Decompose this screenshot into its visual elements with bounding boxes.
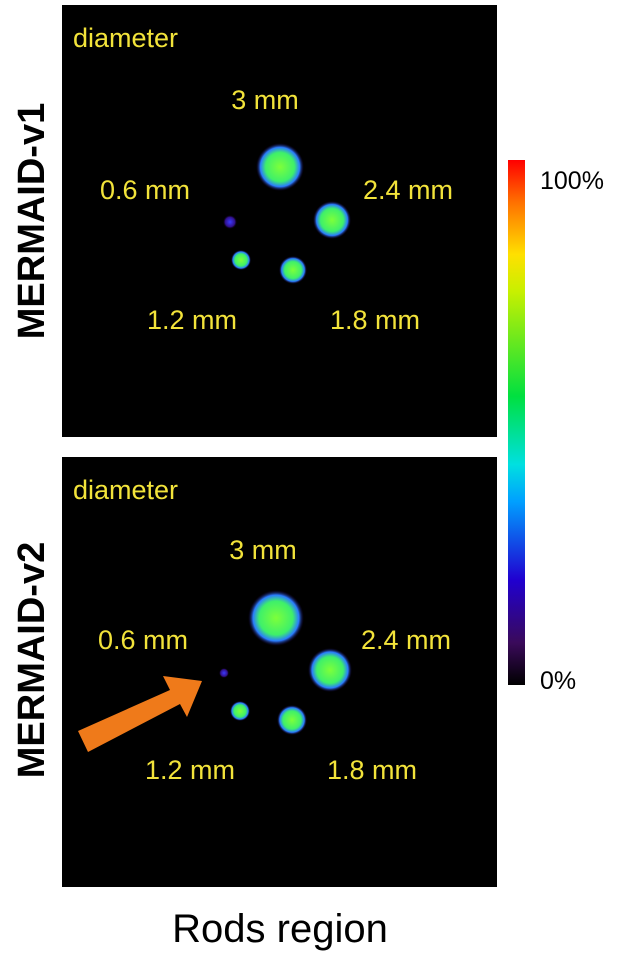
panel-title: diameter [73, 23, 178, 53]
rod [256, 143, 304, 191]
rod-label: 3 mm [229, 535, 297, 565]
image-background [62, 457, 497, 887]
colorbar-min-label: 0% [540, 667, 576, 695]
rod-label: 2.4 mm [361, 625, 451, 655]
rod [277, 705, 307, 735]
panel: diameter 3 mm 0.6 mm 2.4 mm 1.2 mm 1.8 m… [11, 457, 497, 887]
rod-label: 1.8 mm [330, 305, 420, 335]
rod-label: 1.2 mm [145, 755, 235, 785]
panel: diameter 3 mm 0.6 mm 2.4 mm 1.2 mm 1.8 m… [11, 5, 497, 437]
rod [219, 668, 229, 678]
rod [313, 201, 351, 239]
rod [308, 648, 352, 692]
rod [231, 250, 251, 270]
rod-label: 0.6 mm [98, 625, 188, 655]
panel-label: MERMAID-v2 [11, 542, 53, 778]
image-background [62, 5, 497, 437]
panel-label: MERMAID-v1 [11, 103, 53, 339]
colorbar-max-label: 100% [540, 167, 604, 195]
panel-title: diameter [73, 475, 178, 505]
rod-label: 1.2 mm [147, 305, 237, 335]
figure: diameter 3 mm 0.6 mm 2.4 mm 1.2 mm 1.8 m… [0, 0, 621, 953]
colorbar [508, 160, 525, 685]
rod-label: 0.6 mm [100, 175, 190, 205]
rod-label: 3 mm [231, 85, 299, 115]
rod [223, 215, 237, 229]
rod [248, 590, 304, 646]
rod-label: 2.4 mm [363, 175, 453, 205]
rod-label: 1.8 mm [327, 755, 417, 785]
caption: Rods region [172, 907, 388, 951]
rod [230, 701, 250, 721]
rod [279, 256, 307, 284]
